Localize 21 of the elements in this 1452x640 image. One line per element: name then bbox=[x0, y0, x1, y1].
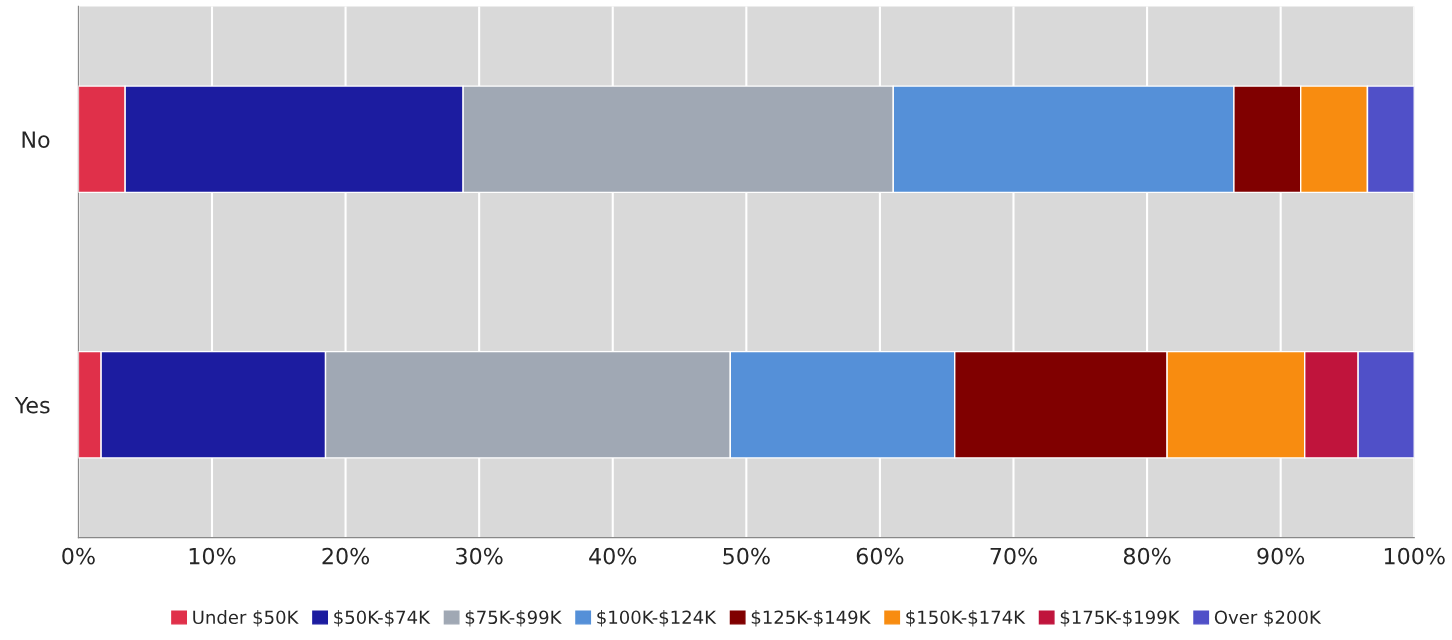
legend-label: Under $50K bbox=[193, 610, 299, 627]
legend-label: $75K-$99K bbox=[465, 610, 562, 627]
legend-label: $150K-$174K bbox=[906, 610, 1026, 627]
legend-label: $50K-$74K bbox=[334, 610, 431, 627]
legend-label: Over $200K bbox=[1214, 610, 1322, 627]
y-tick-label: No bbox=[22, 131, 50, 148]
x-tick-label: 10% bbox=[189, 547, 236, 565]
x-tick-label: 30% bbox=[456, 547, 503, 565]
x-tick-label: 60% bbox=[856, 547, 904, 565]
legend-label: $175K-$199K bbox=[1060, 610, 1180, 627]
x-tick-label: 90% bbox=[1257, 547, 1305, 565]
x-tick-label: 40% bbox=[589, 547, 637, 565]
x-tick-label: 20% bbox=[322, 547, 370, 565]
legend-label: $100K-$124K bbox=[597, 610, 717, 627]
legend-label: $125K-$149K bbox=[751, 610, 871, 627]
x-tick-label: 100% bbox=[1384, 547, 1445, 565]
x-tick-label: 80% bbox=[1123, 547, 1171, 565]
y-tick-label: Yes bbox=[14, 397, 50, 414]
x-tick-label: 70% bbox=[990, 547, 1037, 565]
x-tick-label: 50% bbox=[723, 547, 770, 565]
x-tick-label: 0% bbox=[62, 547, 95, 565]
